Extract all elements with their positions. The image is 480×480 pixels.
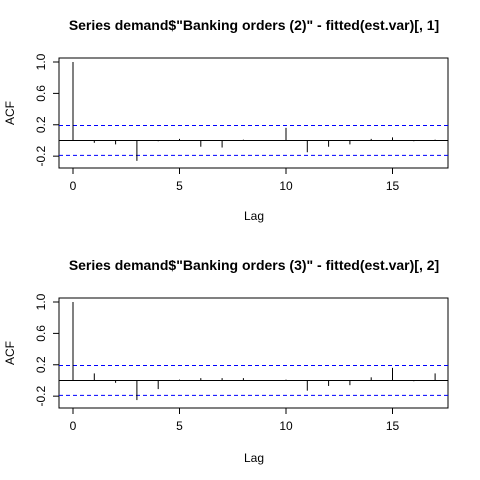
acf-panel-1: Series demand$"Banking orders (2)" - fit… (3, 17, 449, 223)
panel-2-plot-frame (58, 297, 449, 409)
x-tick-label: 10 (279, 419, 293, 433)
panel-2-x-axis: 0 5 10 15 (70, 408, 400, 433)
panel-2-confidence-bounds (59, 365, 448, 396)
y-tick-label: -0.2 (34, 145, 48, 166)
x-tick-label: 5 (176, 419, 183, 433)
y-tick-label: 0.6 (34, 325, 48, 342)
x-tick-label: 15 (386, 419, 400, 433)
panel-1-y-axis: -0.2 0.2 0.6 1.0 (34, 53, 59, 166)
panel-1-plot-frame (58, 57, 449, 169)
panel-2-x-label: Lag (244, 451, 264, 465)
y-tick-label: 0.6 (34, 85, 48, 102)
y-tick-label: -0.2 (34, 385, 48, 406)
y-tick-label: 1.0 (34, 53, 48, 70)
x-tick-label: 15 (386, 179, 400, 193)
panel-1-confidence-bounds (59, 125, 448, 156)
panel-1-y-label: ACF (3, 101, 17, 125)
panel-1-x-axis: 0 5 10 15 (70, 168, 400, 193)
x-tick-label: 0 (70, 179, 77, 193)
x-tick-label: 10 (279, 179, 293, 193)
panel-1-title: Series demand$"Banking orders (2)" - fit… (69, 17, 439, 33)
panel-2-acf-bars (72, 302, 436, 401)
acf-panel-2: Series demand$"Banking orders (3)" - fit… (3, 257, 449, 465)
panel-2-title: Series demand$"Banking orders (3)" - fit… (69, 257, 439, 273)
y-tick-label: 0.2 (34, 116, 48, 133)
panel-2-y-label: ACF (3, 341, 17, 365)
x-tick-label: 0 (70, 419, 77, 433)
y-tick-label: 0.2 (34, 356, 48, 373)
panel-1-x-label: Lag (244, 209, 264, 223)
x-tick-label: 5 (176, 179, 183, 193)
panel-1-acf-bars (72, 62, 436, 161)
y-tick-label: 1.0 (34, 293, 48, 310)
panel-2-y-axis: -0.2 0.2 0.6 1.0 (34, 293, 59, 406)
